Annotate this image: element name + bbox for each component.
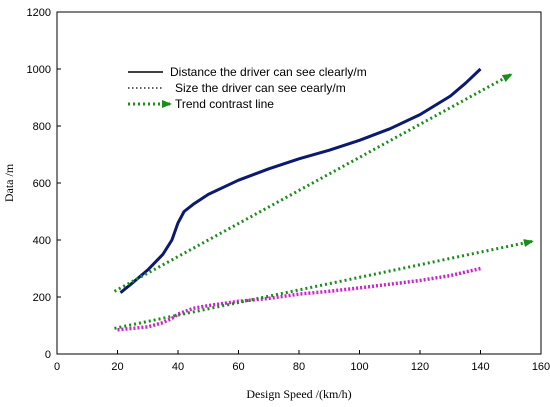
legend-label-distance: Distance the driver can see clearly/m (170, 65, 367, 79)
x-tick-label: 60 (232, 361, 244, 373)
y-tick-label: 400 (33, 235, 51, 247)
x-tick-label: 80 (293, 361, 305, 373)
trend-line-2 (114, 239, 534, 330)
y-tick-label: 800 (33, 121, 51, 133)
legend-label-size: Size the driver can see cearly/m (175, 81, 346, 95)
legend-label-trend: Trend contrast line (175, 97, 274, 111)
series-layer (113, 67, 534, 332)
x-axis-title: Design Speed /(km/h) (246, 387, 351, 401)
x-tick-label: 160 (532, 361, 550, 373)
x-tick-label: 120 (411, 361, 429, 373)
y-tick-label: 0 (45, 349, 51, 361)
x-tick-label: 140 (471, 361, 489, 373)
y-tick-label: 1000 (27, 64, 51, 76)
legend: Distance the driver can see clearly/m Si… (128, 65, 367, 111)
y-tick-label: 1200 (27, 7, 51, 19)
plot-frame (56, 11, 542, 355)
x-tick-label: 20 (111, 361, 123, 373)
x-tick-label: 100 (350, 361, 368, 373)
series-distance-line (119, 67, 482, 294)
y-axis-title: Data /m (2, 163, 16, 202)
x-tick-label: 0 (54, 361, 60, 373)
y-tick-label: 600 (33, 178, 51, 190)
x-axis: 0 20 40 60 80 100 120 140 160 (54, 350, 550, 373)
trend-line-1 (113, 73, 513, 293)
y-tick-label: 200 (33, 292, 51, 304)
series-size-line (117, 266, 481, 332)
x-tick-label: 40 (172, 361, 184, 373)
y-axis: 0 200 400 600 800 1000 1200 (27, 7, 61, 361)
